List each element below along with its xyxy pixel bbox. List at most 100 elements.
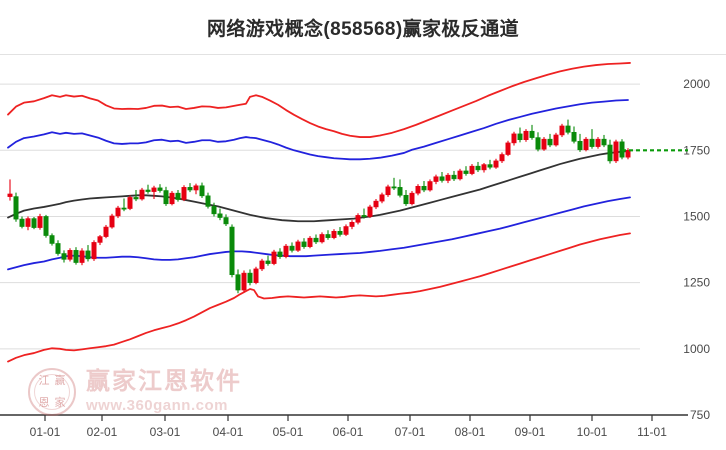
candlestick-body <box>343 226 349 235</box>
candlestick-body <box>565 125 571 133</box>
candlestick <box>415 184 421 196</box>
candlestick <box>499 152 505 163</box>
candlestick-body <box>205 195 211 207</box>
candlestick <box>331 229 337 240</box>
candlestick <box>115 205 121 219</box>
candlestick <box>199 182 205 198</box>
candlestick-body <box>391 186 397 189</box>
candlestick <box>613 139 619 163</box>
candlestick <box>349 220 355 230</box>
candlestick-body <box>463 170 469 174</box>
channel-line-上中轨 <box>7 99 629 161</box>
candlestick <box>259 258 265 271</box>
candlestick-body <box>97 236 103 243</box>
candlestick <box>625 148 631 160</box>
y-axis-tick-label: 750 <box>690 408 710 422</box>
candlestick <box>133 190 139 202</box>
candlestick-body <box>541 138 547 150</box>
candlestick-body <box>37 216 43 228</box>
candlestick <box>361 208 367 219</box>
x-axis-tick-label: 01-01 <box>30 425 61 439</box>
candlestick <box>223 214 229 226</box>
candlestick <box>127 195 133 211</box>
y-axis-tick-label: 1500 <box>683 209 710 223</box>
candlestick-body <box>55 243 61 254</box>
candlestick <box>19 216 25 229</box>
candlestick <box>7 179 13 201</box>
candlestick <box>73 247 79 265</box>
candlestick <box>283 244 289 259</box>
candlestick-body <box>595 138 601 147</box>
candlestick <box>511 131 517 146</box>
x-axis-tick-label: 08-01 <box>455 425 486 439</box>
candlestick <box>601 134 607 148</box>
candlestick <box>517 127 523 143</box>
candlestick-body <box>7 193 13 197</box>
candlestick-body <box>469 165 475 174</box>
candlestick-body <box>319 234 325 243</box>
x-axis-tick-label: 06-01 <box>333 425 364 439</box>
candlestick-body <box>181 187 187 200</box>
candlestick <box>427 179 433 192</box>
candlestick <box>313 234 319 244</box>
candlestick-body <box>187 187 193 191</box>
candlestick-body <box>571 131 577 142</box>
candlestick-body <box>277 251 283 258</box>
y-axis-tick-label: 2000 <box>683 77 710 91</box>
candlestick <box>247 269 253 286</box>
candlestick <box>469 164 475 176</box>
candlestick-body <box>91 242 97 260</box>
candlestick-body <box>337 230 343 235</box>
candlestick-body <box>211 206 217 215</box>
chart-plot-area: 2000 1750 1500 1250 1000 750 01-01 02-01 03-01 04… <box>0 55 726 450</box>
candlestick-body <box>229 226 235 276</box>
candlestick <box>241 270 247 293</box>
candlestick <box>451 170 457 181</box>
candlestick-body <box>487 164 493 168</box>
candlestick-body <box>61 253 67 260</box>
candlestick-body <box>505 142 511 155</box>
candlestick <box>547 133 553 148</box>
candlestick <box>151 185 157 199</box>
candlestick <box>49 233 55 246</box>
candlestick <box>481 163 487 173</box>
candlestick <box>343 224 349 237</box>
x-axis-tick-label: 05-01 <box>273 425 304 439</box>
candlestick-body <box>367 206 373 217</box>
candlestick-body <box>73 250 79 263</box>
candlestick <box>217 208 223 221</box>
chart-header: 网络游戏概念(858568)赢家极反通道 <box>0 0 726 55</box>
candlestick <box>271 249 277 266</box>
candlestick-body <box>445 174 451 181</box>
candlestick <box>373 199 379 210</box>
candlestick-body <box>559 125 565 136</box>
candlestick <box>157 184 163 193</box>
candlestick <box>79 248 85 266</box>
candlestick-body <box>31 218 37 228</box>
candlestick <box>571 126 577 144</box>
x-axis-tick-label: 09-01 <box>515 425 546 439</box>
y-axis-tick-label: 1750 <box>683 143 710 157</box>
candlestick-body <box>379 194 385 202</box>
candlestick-body <box>325 234 331 238</box>
candlestick <box>43 214 49 238</box>
candlestick <box>205 192 211 209</box>
candlestick <box>505 140 511 157</box>
candlestick <box>595 137 601 149</box>
candlestick-body <box>145 189 151 192</box>
x-axis-tick-label: 07-01 <box>395 425 426 439</box>
candlestick <box>565 119 571 135</box>
candlestick <box>139 187 145 201</box>
page-title: 网络游戏概念(858568)赢家极反通道 <box>206 18 520 40</box>
candlestick-body <box>409 192 415 205</box>
candlestick <box>541 137 547 151</box>
y-axis-tick-label: 1000 <box>683 342 710 356</box>
candlestick-body <box>613 141 619 162</box>
candlestick-body <box>331 230 337 238</box>
candlestick <box>487 159 493 170</box>
candlestick <box>163 186 169 206</box>
candlestick <box>367 204 373 219</box>
candlestick <box>181 185 187 202</box>
candlestick-body <box>511 133 517 144</box>
